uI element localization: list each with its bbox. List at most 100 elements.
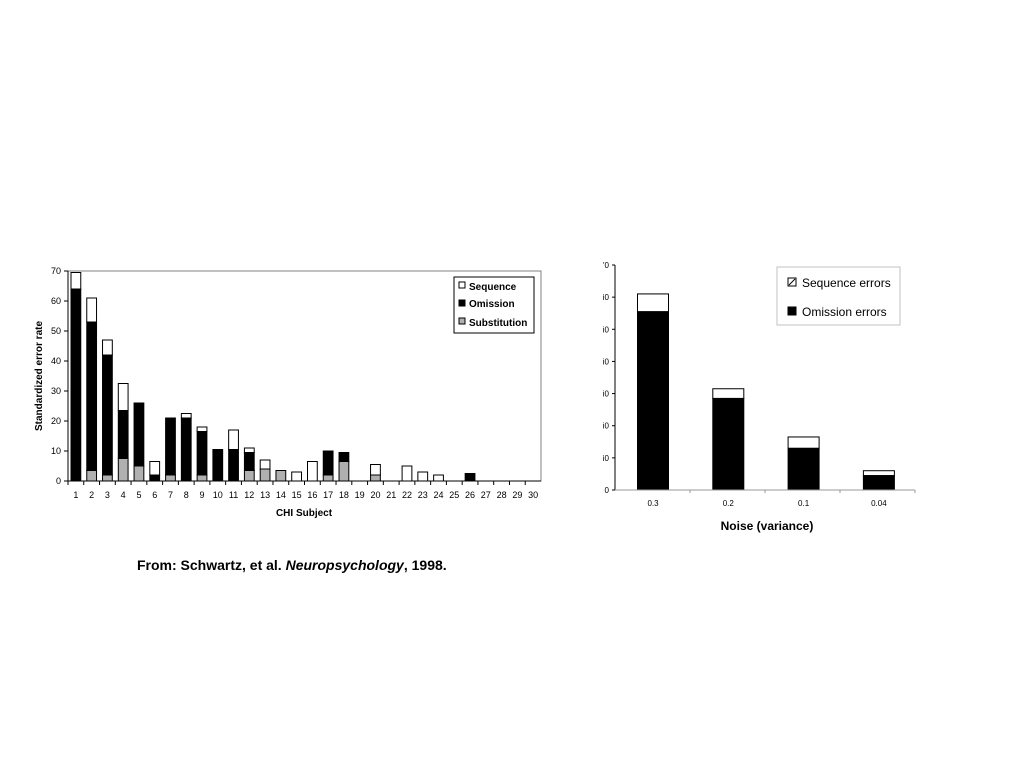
x-tick-label: 26 bbox=[465, 490, 475, 500]
legend-label-omission: Omission bbox=[469, 299, 515, 310]
bar-segment-substitution bbox=[370, 474, 381, 482]
legend-swatch-sequence bbox=[458, 281, 466, 289]
x-tick-label: 11 bbox=[229, 490, 238, 500]
y-tick-label: 50 bbox=[51, 326, 61, 336]
x-tick-label: 2 bbox=[89, 490, 94, 500]
bar-segment-omission-errors bbox=[862, 475, 895, 491]
y-tick-label: i0 bbox=[603, 390, 610, 399]
bar-segment-omission bbox=[228, 449, 239, 482]
x-tick-label: 0.2 bbox=[723, 499, 735, 508]
y-tick-label: i0 bbox=[603, 454, 610, 463]
x-tick-label: 15 bbox=[292, 490, 302, 500]
bar-segment-sequence bbox=[117, 383, 129, 411]
legend-label-substitution: Substitution bbox=[469, 318, 527, 329]
bar-segment-omission bbox=[180, 417, 192, 482]
bar-segment-substitution bbox=[165, 474, 176, 482]
bar-segment-substitution bbox=[243, 470, 255, 482]
x-tick-label: 29 bbox=[512, 490, 522, 500]
bar-segment-omission bbox=[165, 417, 176, 476]
bar-segment-sequence bbox=[228, 429, 239, 450]
x-tick-label: 6 bbox=[152, 490, 157, 500]
x-tick-label: 18 bbox=[339, 490, 349, 500]
bar-segment-sequence bbox=[306, 461, 318, 482]
bar-segment-omission bbox=[149, 474, 161, 482]
bar-segment-omission bbox=[70, 288, 82, 482]
bar-segment-substitution bbox=[117, 458, 129, 482]
y-tick-label: 30 bbox=[51, 386, 61, 396]
x-tick-label: 23 bbox=[418, 490, 428, 500]
x-tick-label: 1 bbox=[73, 490, 78, 500]
bar-segment-omission bbox=[117, 410, 129, 459]
x-tick-label: 4 bbox=[121, 490, 126, 500]
bar-segment-substitution bbox=[322, 474, 334, 482]
bar-segment-sequence-errors bbox=[712, 388, 745, 399]
bar-segment-sequence bbox=[433, 474, 444, 482]
bar-segment-omission-errors bbox=[787, 447, 820, 491]
bar-segment-sequence-errors bbox=[787, 436, 820, 449]
y-tick-label: i0 bbox=[603, 357, 610, 366]
x-tick-label: 9 bbox=[200, 490, 205, 500]
y-tick-label: 40 bbox=[51, 356, 61, 366]
x-tick-label: 21 bbox=[386, 490, 396, 500]
legend: Sequence errors Omission errors bbox=[776, 266, 901, 326]
x-tick-label: 0.3 bbox=[647, 499, 659, 508]
legend: Sequence Omission Substitution bbox=[453, 276, 535, 334]
bar-segment-substitution bbox=[196, 474, 208, 482]
x-tick-label: 0.04 bbox=[871, 499, 887, 508]
bar-segment-omission bbox=[338, 452, 350, 462]
x-tick-label: 13 bbox=[260, 490, 270, 500]
y-tick-label: '0 bbox=[603, 261, 610, 270]
bar-segment-substitution bbox=[133, 465, 145, 482]
bar-segment-substitution bbox=[86, 470, 98, 482]
x-tick-label: 14 bbox=[276, 490, 286, 500]
bar-segment-sequence bbox=[401, 465, 413, 482]
bar-segment-sequence-errors bbox=[862, 470, 895, 477]
source-caption: From: Schwartz, et al. Neuropsychology, … bbox=[137, 557, 447, 573]
y-tick-label: 0 bbox=[605, 486, 610, 495]
caption-journal: Neuropsychology bbox=[285, 557, 404, 573]
bar-segment-omission-errors bbox=[637, 311, 669, 491]
y-tick-label: 70 bbox=[51, 266, 61, 276]
x-axis-title: CHI Subject bbox=[276, 508, 333, 519]
x-tick-label: 24 bbox=[434, 490, 444, 500]
y-tick-label: 20 bbox=[51, 416, 61, 426]
x-tick-label: 5 bbox=[136, 490, 141, 500]
bar-segment-omission-errors bbox=[712, 397, 745, 491]
legend-swatch-omission-errors bbox=[787, 306, 797, 316]
bar-segment-sequence bbox=[70, 272, 82, 290]
legend-swatch-omission bbox=[458, 299, 466, 307]
legend-label-sequence: Sequence bbox=[469, 282, 517, 293]
legend-box bbox=[453, 276, 535, 334]
bar-segment-omission bbox=[196, 431, 208, 476]
bar-segment-substitution bbox=[338, 461, 350, 482]
y-tick-label: 0 bbox=[56, 476, 61, 486]
y-tick-label: 60 bbox=[51, 296, 61, 306]
x-tick-label: 22 bbox=[402, 490, 412, 500]
x-tick-label: 19 bbox=[355, 490, 365, 500]
x-tick-label: 20 bbox=[370, 490, 380, 500]
bar-segment-omission bbox=[243, 452, 255, 471]
x-tick-label: 27 bbox=[481, 490, 491, 500]
bar-segment-sequence bbox=[86, 297, 98, 323]
x-tick-label: 10 bbox=[213, 490, 223, 500]
bar-segment-sequence bbox=[370, 464, 381, 476]
bar-segment-sequence bbox=[180, 413, 192, 419]
legend-swatch-hatch bbox=[788, 278, 796, 286]
x-tick-label: 30 bbox=[528, 490, 538, 500]
bar-segment-sequence bbox=[291, 471, 303, 482]
noise-chart: '0 i0 i0 i0 i0 i0 i0 0 0.3 0.2 0.1 0.04 Noise (vari… bbox=[603, 261, 916, 533]
bar-segment-sequence bbox=[149, 461, 161, 476]
x-tick-label: 16 bbox=[307, 490, 317, 500]
x-tick-label: 12 bbox=[244, 490, 254, 500]
bar-segment-substitution bbox=[275, 470, 287, 482]
bar-segment-substitution bbox=[259, 468, 271, 482]
bar-segment-omission bbox=[322, 450, 334, 476]
x-tick-label: 17 bbox=[323, 490, 333, 500]
x-tick-label: 28 bbox=[497, 490, 507, 500]
y-tick-label: i0 bbox=[603, 293, 610, 302]
x-axis-title: Noise (variance) bbox=[721, 519, 814, 533]
x-tick-label: 8 bbox=[184, 490, 189, 500]
bar-segment-omission bbox=[86, 321, 98, 471]
bar-segment-substitution bbox=[102, 474, 113, 482]
